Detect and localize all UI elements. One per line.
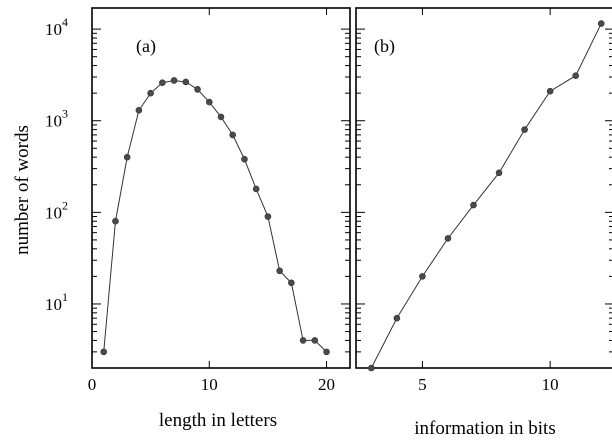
y-tick-label: 10 [45,203,62,222]
panel-a-x-axis-title: length in letters [159,410,277,431]
panel-a-data-point [264,213,272,220]
panel-a-data-point [112,217,119,225]
y-tick-label-exponent: 2 [62,198,68,212]
panel-a-data-point [323,348,330,356]
panel-b-x-ticks: 5 10 [418,8,559,394]
panel-b-series [368,20,605,372]
panel-b-label: (b) [374,36,395,57]
panel-a-x-tick-label: 20 [318,375,335,394]
y-tick-label-exponent: 1 [62,290,68,304]
panel-a-series-line [103,79,327,353]
panel-a-label: (a) [136,36,156,57]
y-tick-label: 10 [45,112,62,131]
panel-a-data-point [170,77,178,84]
panel-a-data-point [147,89,154,97]
panel-b-frame [355,7,612,369]
panel-b-data-point [572,72,579,80]
y-tick-label: 10 [45,20,62,39]
panel-b-data-point [470,201,477,209]
panel-a-series [100,77,330,356]
panel-a-x-tick-label: 0 [88,375,97,394]
y-axis-title: number of words [12,125,33,255]
panel-b-series-line [370,23,602,369]
panel-a-data-point [241,155,248,163]
y-tick-label: 10 [45,295,62,314]
panel-a-data-point [159,79,166,87]
panel-a-data-point [276,267,283,275]
y-tick-label-exponent: 3 [62,107,68,121]
panel-a-frame [91,7,351,369]
y-tick-label-exponent: 4 [62,15,68,29]
panel-a-data-point [229,131,237,139]
panel-a-data-point [182,78,190,86]
panel-a-x-tick-label: 10 [201,375,218,394]
panel-a-data-point [123,153,131,161]
panel-a-data-point [311,337,319,344]
panel-a-data-point [288,279,295,287]
panel-a-data-point [135,106,143,114]
panel-b-data-point [368,364,375,372]
panel-b-data-point [419,273,426,280]
panel-b-data-point [597,20,605,27]
panel-a-data-point [217,113,225,121]
panel-b-data-point [521,126,528,133]
panel-b-data-point [546,87,554,95]
panel-a-data-point [299,337,307,344]
panel-b-data-point [393,314,401,322]
panel-a-data-point [194,86,201,93]
panel-b: (b) 5 10 information in bits [355,7,612,439]
panel-b-x-tick-label: 10 [542,375,559,394]
panel-a-data-point [205,98,213,106]
panel-b-data-point [495,169,503,177]
panel-b-data-point [444,235,452,242]
panel-a-data-point [252,185,260,193]
panel-b-x-tick-label: 5 [418,375,427,394]
panel-a-data-point [100,348,108,356]
panel-b-x-axis-title: information in bits [414,418,555,439]
panel-a-x-ticks: 0 10 20 [88,8,335,394]
